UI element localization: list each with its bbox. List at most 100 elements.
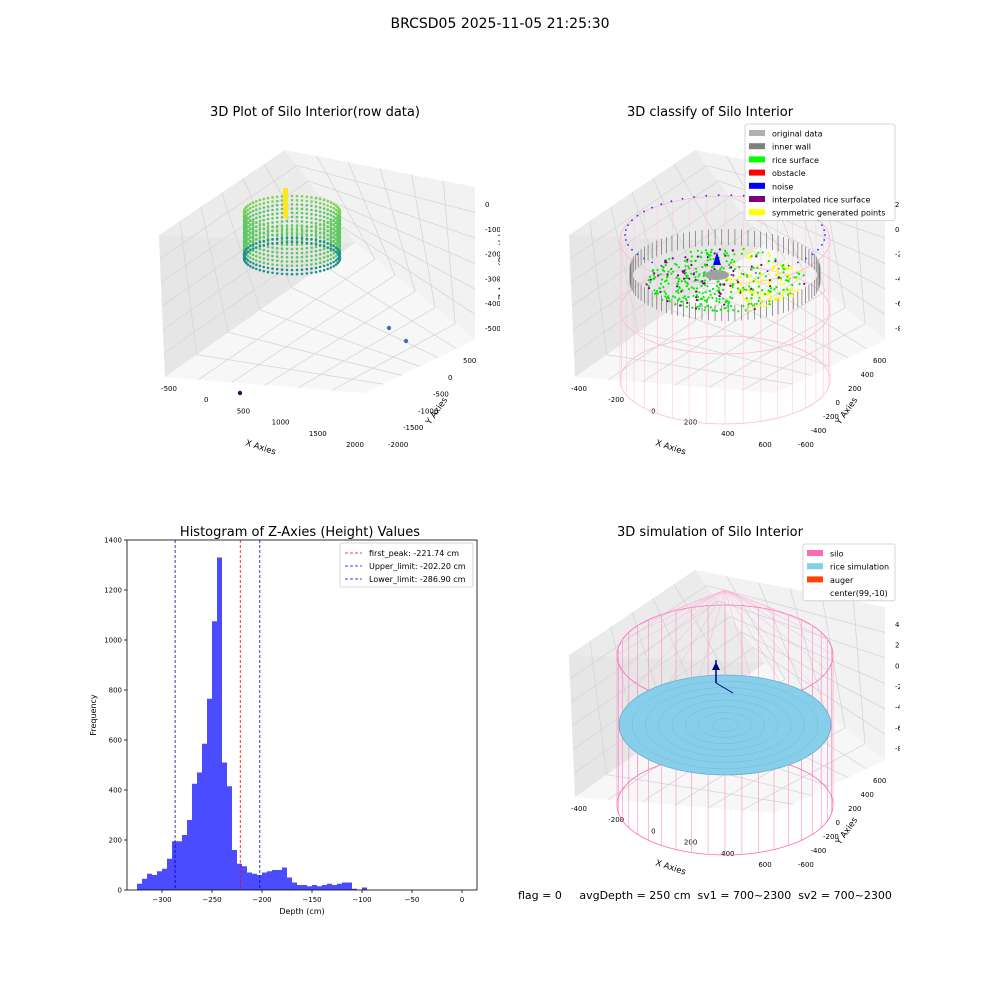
surface-point: [746, 299, 749, 303]
raw-point: [300, 268, 304, 271]
raw-point: [329, 266, 333, 269]
raw-point: [255, 212, 258, 216]
surface-point: [718, 248, 721, 251]
raw-point: [314, 245, 318, 249]
raw-point: [249, 240, 252, 244]
raw-point: [338, 221, 341, 225]
grid-line: [741, 180, 866, 391]
surface-point: [725, 279, 728, 282]
surface-point: [705, 300, 708, 303]
raw-point: [251, 220, 255, 223]
surface-point: [690, 263, 693, 267]
surface-point: [676, 289, 679, 292]
raw-point: [314, 262, 318, 265]
surface-point: [661, 298, 664, 301]
z-tick-label: 0: [895, 226, 899, 234]
raw-point: [271, 258, 274, 262]
legend-label: silo: [830, 550, 844, 559]
raw-point: [266, 262, 270, 265]
raw-point: [285, 239, 289, 242]
y-tick-label: -1500: [403, 424, 423, 432]
raw-point: [290, 211, 294, 215]
raw-point: [285, 226, 289, 230]
noise-point: [643, 210, 645, 213]
surface-point: [695, 298, 698, 302]
raw-point: [271, 242, 274, 245]
raw-point: [300, 220, 304, 223]
raw-point: [318, 227, 322, 230]
raw-point: [266, 234, 270, 238]
raw-point: [334, 204, 338, 207]
x-tick-label: 500: [237, 407, 250, 415]
surface-point: [761, 289, 764, 292]
raw-point: [300, 216, 304, 219]
raw-point: [251, 209, 255, 213]
surface-point: [695, 270, 698, 273]
legend-frame: [339, 542, 474, 588]
surface-point: [653, 277, 656, 280]
raw-point: [251, 226, 255, 230]
raw-point: [280, 216, 284, 219]
chart-title: 3D simulation of Silo Interior: [617, 525, 804, 540]
surface-point: [767, 292, 770, 295]
raw-point: [318, 248, 322, 252]
raw-point: [251, 213, 255, 217]
raw-point: [271, 271, 274, 275]
raw-point: [332, 240, 335, 244]
surface-point: [700, 284, 703, 288]
raw-point: [332, 260, 335, 264]
raw-point: [266, 254, 270, 257]
surface-point: [733, 278, 737, 281]
raw-point: [318, 223, 322, 226]
surface-point: [725, 306, 728, 309]
raw-point: [275, 233, 279, 236]
raw-point: [275, 272, 279, 275]
surface-point: [740, 252, 743, 255]
raw-point: [266, 249, 270, 253]
raw-point: [318, 214, 322, 218]
raw-point: [246, 255, 250, 258]
surface-point: [692, 273, 695, 276]
surface-point: [668, 300, 671, 303]
histogram-bar: [307, 886, 312, 890]
raw-point: [334, 242, 338, 245]
noise-point: [624, 239, 627, 241]
raw-point: [314, 254, 318, 257]
y-axis-label: Frequency: [89, 694, 98, 736]
raw-point: [300, 211, 304, 215]
z-tick-label: -400: [895, 275, 900, 283]
legend-swatch: [749, 196, 765, 202]
silo-roof-strut: [661, 589, 726, 615]
surface-point: [803, 282, 806, 285]
y-tick-label: 0: [836, 819, 840, 827]
raw-point: [314, 213, 318, 217]
surface-point: [778, 296, 781, 299]
surface-point: [793, 289, 797, 293]
surface-point: [793, 276, 796, 279]
classify-legend: original data inner wall rice surface obsta…: [744, 123, 896, 221]
raw-point: [262, 223, 266, 226]
surface-point: [736, 287, 739, 290]
pane-back: [285, 150, 475, 340]
raw-point: [249, 256, 252, 260]
noise-point: [627, 224, 629, 227]
raw-point: [258, 215, 262, 219]
raw-point: [318, 269, 322, 273]
raw-point: [318, 235, 322, 239]
surface-point: [741, 290, 744, 293]
surface-point: [749, 257, 752, 260]
surface-point: [657, 274, 660, 277]
raw-point: [280, 230, 284, 234]
y-tick-label: -2000: [388, 441, 408, 449]
legend-label: Lower_limit: -286.90 cm: [369, 575, 466, 584]
raw-point: [338, 225, 341, 229]
surface-point: [677, 280, 680, 283]
silo-roof-strut: [724, 589, 828, 640]
surface-point: [757, 299, 760, 302]
raw-point: [280, 232, 284, 236]
surface-point: [777, 276, 781, 279]
surface-point: [756, 266, 759, 269]
raw-point: [305, 199, 309, 203]
noise-point: [787, 264, 790, 267]
surface-point: [750, 297, 753, 300]
